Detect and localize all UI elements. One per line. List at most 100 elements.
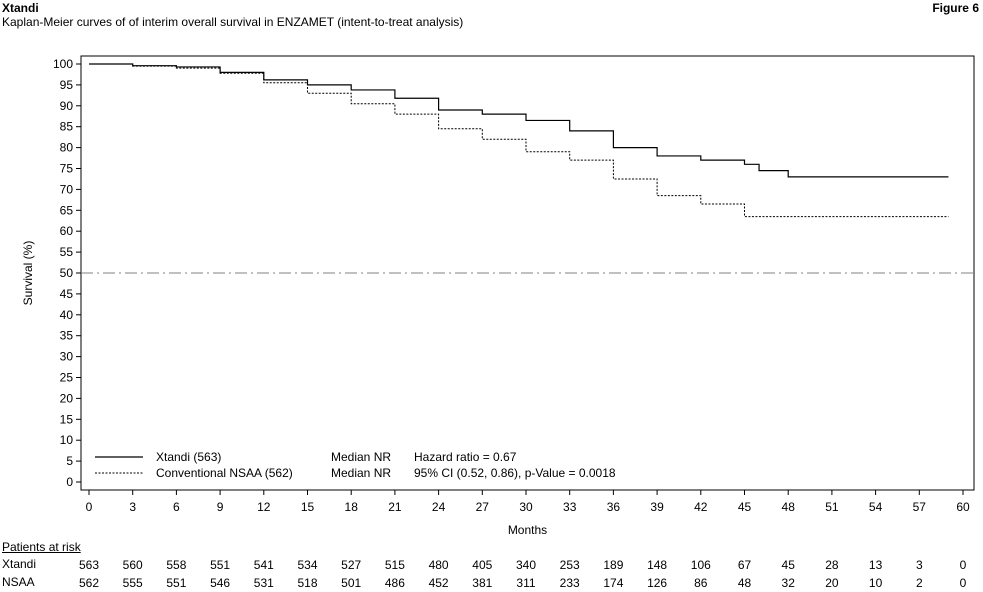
y-tick-label: 25 xyxy=(60,371,74,385)
y-tick-label: 55 xyxy=(60,245,74,259)
figure-number: Figure 6 xyxy=(932,1,979,15)
x-tick-label: 9 xyxy=(217,500,224,514)
x-tick-label: 30 xyxy=(519,500,533,514)
y-tick-label: 100 xyxy=(53,57,73,71)
x-tick-label: 15 xyxy=(301,500,315,514)
y-tick-label: 30 xyxy=(60,350,74,364)
risk-value-xtandi: 45 xyxy=(782,558,796,572)
risk-value-nsaa: 126 xyxy=(647,576,667,590)
y-tick-label: 90 xyxy=(60,99,74,113)
x-tick-label: 0 xyxy=(86,500,93,514)
legend-stat: 95% CI (0.52, 0.86), p-Value = 0.0018 xyxy=(414,466,616,480)
x-tick-label: 21 xyxy=(388,500,402,514)
risk-value-nsaa: 486 xyxy=(385,576,405,590)
risk-value-xtandi: 340 xyxy=(516,558,536,572)
risk-row-xtandi-label: Xtandi xyxy=(2,557,37,571)
risk-value-xtandi: 28 xyxy=(825,558,839,572)
y-tick-label: 10 xyxy=(60,433,74,447)
risk-value-xtandi: 480 xyxy=(429,558,449,572)
x-tick-label: 48 xyxy=(782,500,796,514)
risk-value-xtandi: 189 xyxy=(603,558,623,572)
risk-value-nsaa: 531 xyxy=(254,576,274,590)
x-tick-label: 24 xyxy=(432,500,446,514)
risk-value-nsaa: 555 xyxy=(123,576,143,590)
y-tick-label: 45 xyxy=(60,287,74,301)
x-tick-label: 39 xyxy=(650,500,664,514)
survival-curve-xtandi xyxy=(89,63,949,178)
risk-value-nsaa: 233 xyxy=(560,576,580,590)
risk-value-xtandi: 534 xyxy=(297,558,317,572)
legend-entry: Xtandi (563) xyxy=(156,450,221,464)
risk-value-nsaa: 2 xyxy=(916,576,923,590)
risk-value-xtandi: 3 xyxy=(916,558,923,572)
survival-curve-nsaa xyxy=(89,63,949,218)
y-tick-label: 75 xyxy=(60,162,74,176)
risk-value-xtandi: 106 xyxy=(691,558,711,572)
risk-value-nsaa: 551 xyxy=(166,576,186,590)
x-tick-label: 36 xyxy=(607,500,621,514)
x-tick-label: 42 xyxy=(694,500,708,514)
risk-value-xtandi: 515 xyxy=(385,558,405,572)
risk-value-nsaa: 32 xyxy=(782,576,796,590)
x-tick-label: 12 xyxy=(257,500,271,514)
y-tick-label: 15 xyxy=(60,412,74,426)
risk-value-nsaa: 381 xyxy=(472,576,492,590)
risk-value-xtandi: 0 xyxy=(960,558,967,572)
risk-value-xtandi: 405 xyxy=(472,558,492,572)
legend-median: Median NR xyxy=(331,466,391,480)
risk-value-xtandi: 551 xyxy=(210,558,230,572)
risk-value-xtandi: 563 xyxy=(79,558,99,572)
risk-value-xtandi: 148 xyxy=(647,558,667,572)
y-tick-label: 85 xyxy=(60,120,74,134)
y-tick-label: 40 xyxy=(60,308,74,322)
x-tick-label: 3 xyxy=(129,500,136,514)
risk-value-nsaa: 501 xyxy=(341,576,361,590)
x-tick-label: 57 xyxy=(913,500,927,514)
figure-subtitle: Kaplan-Meier curves of of interim overal… xyxy=(2,15,464,29)
risk-value-xtandi: 558 xyxy=(166,558,186,572)
x-tick-label: 33 xyxy=(563,500,577,514)
patients-at-risk-label: Patients at risk xyxy=(2,540,81,554)
risk-value-xtandi: 67 xyxy=(738,558,752,572)
x-tick-label: 60 xyxy=(956,500,970,514)
y-tick-label: 35 xyxy=(60,329,74,343)
x-tick-label: 51 xyxy=(825,500,839,514)
y-tick-label: 50 xyxy=(60,266,74,280)
legend-entry: Conventional NSAA (562) xyxy=(156,466,293,480)
risk-value-xtandi: 253 xyxy=(560,558,580,572)
risk-value-xtandi: 541 xyxy=(254,558,274,572)
risk-value-nsaa: 48 xyxy=(738,576,752,590)
risk-value-xtandi: 560 xyxy=(123,558,143,572)
x-tick-label: 27 xyxy=(476,500,490,514)
x-axis-label: Months xyxy=(508,523,547,537)
risk-value-nsaa: 10 xyxy=(869,576,883,590)
y-tick-label: 0 xyxy=(66,475,73,489)
legend-median: Median NR xyxy=(331,450,391,464)
y-tick-label: 80 xyxy=(60,141,74,155)
x-tick-label: 54 xyxy=(869,500,883,514)
risk-value-nsaa: 518 xyxy=(297,576,317,590)
risk-value-nsaa: 0 xyxy=(960,576,967,590)
y-tick-label: 70 xyxy=(60,182,74,196)
risk-value-nsaa: 562 xyxy=(79,576,99,590)
y-tick-label: 65 xyxy=(60,203,74,217)
x-tick-label: 6 xyxy=(173,500,180,514)
risk-value-nsaa: 546 xyxy=(210,576,230,590)
risk-row-nsaa-label: NSAA xyxy=(2,575,35,589)
y-tick-label: 20 xyxy=(60,391,74,405)
risk-value-nsaa: 174 xyxy=(603,576,623,590)
x-tick-label: 18 xyxy=(345,500,359,514)
risk-value-xtandi: 13 xyxy=(869,558,883,572)
risk-value-nsaa: 20 xyxy=(825,576,839,590)
y-axis-label: Survival (%) xyxy=(21,241,35,306)
risk-value-nsaa: 86 xyxy=(694,576,708,590)
risk-value-xtandi: 527 xyxy=(341,558,361,572)
risk-value-nsaa: 452 xyxy=(429,576,449,590)
y-tick-label: 95 xyxy=(60,78,74,92)
figure-title: Xtandi xyxy=(2,1,39,15)
legend-stat: Hazard ratio = 0.67 xyxy=(414,450,517,464)
risk-value-nsaa: 311 xyxy=(516,576,535,590)
y-tick-label: 5 xyxy=(66,454,73,468)
x-tick-label: 45 xyxy=(738,500,752,514)
